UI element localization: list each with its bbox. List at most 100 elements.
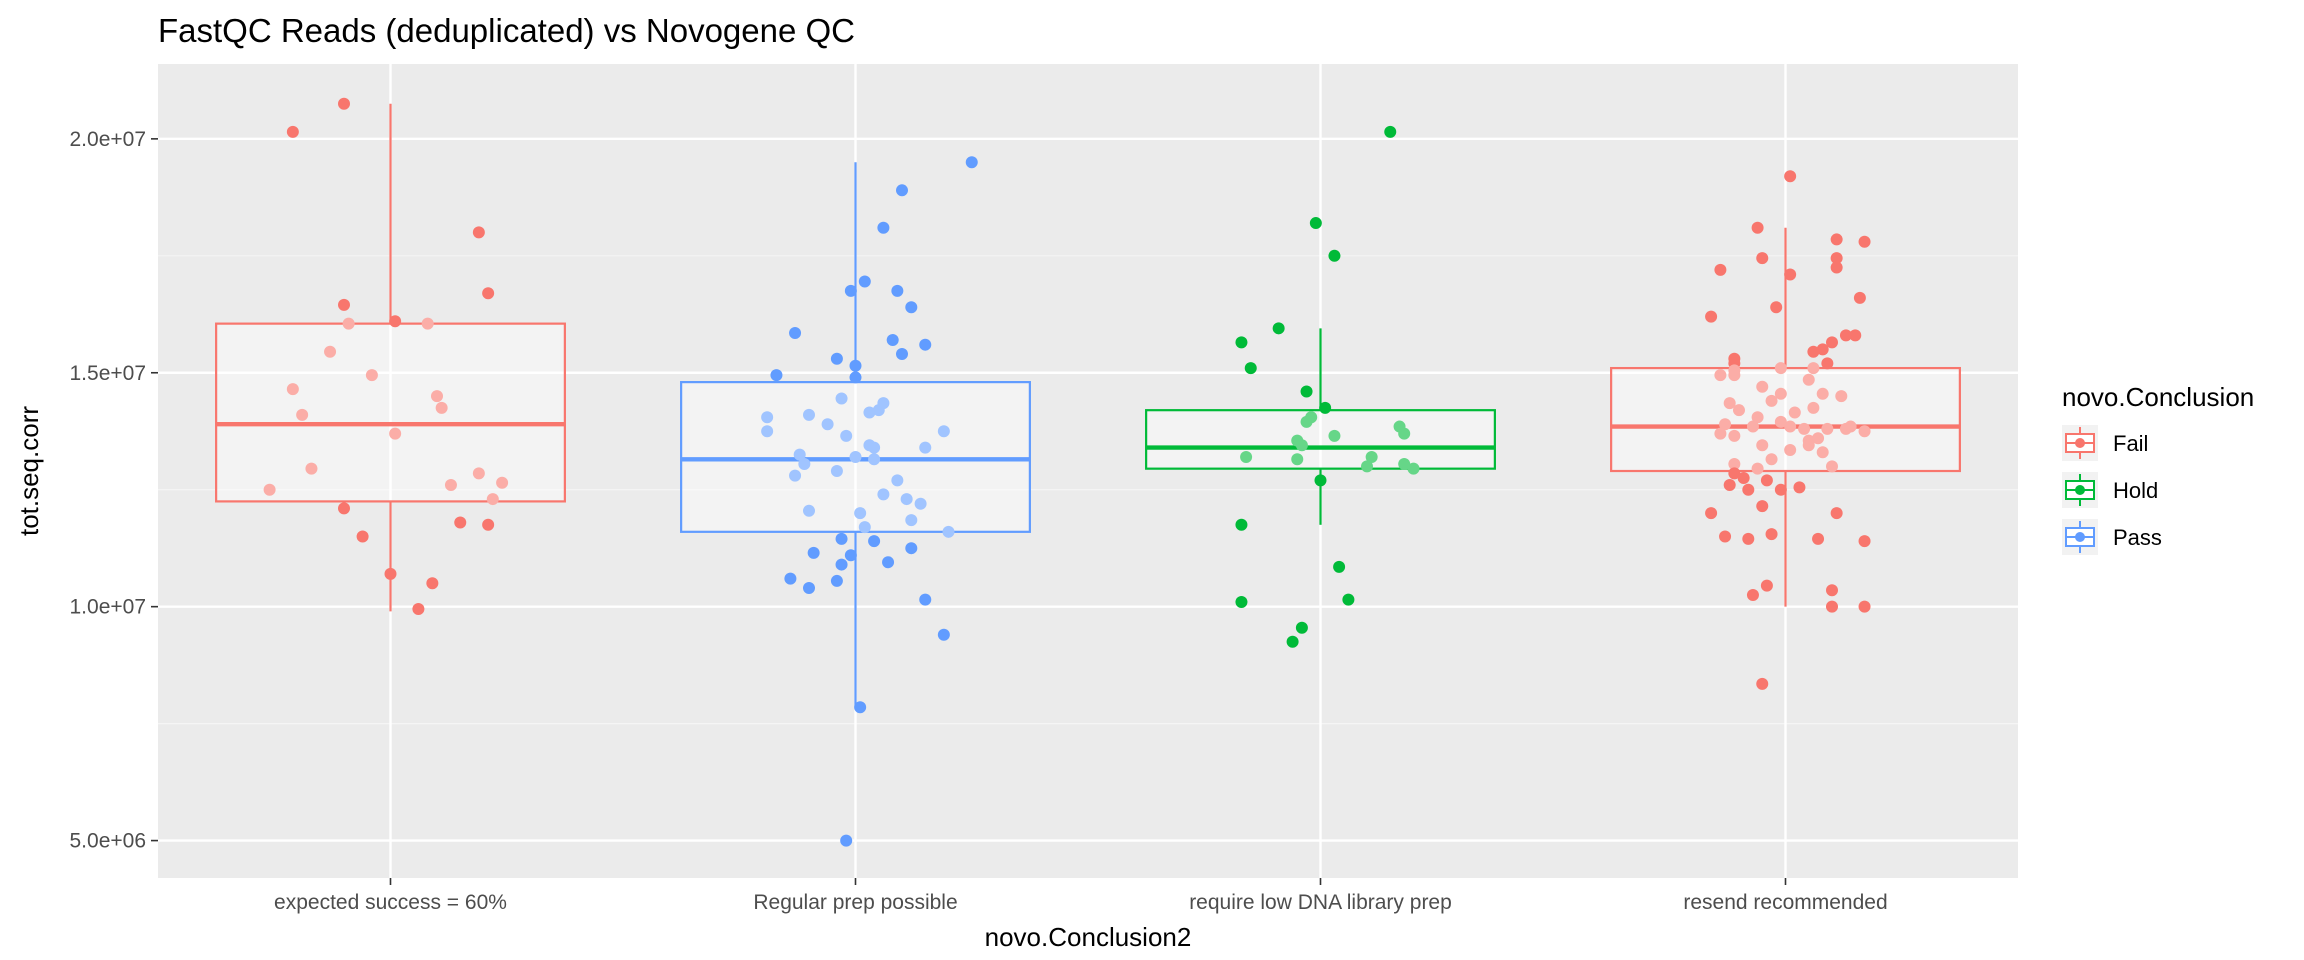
- data-point: [286, 125, 299, 138]
- data-point: [1830, 252, 1843, 265]
- box-iqr: [215, 322, 566, 503]
- data-point: [1835, 390, 1848, 403]
- data-point: [342, 317, 355, 330]
- data-point: [835, 558, 848, 571]
- data-point: [1756, 677, 1769, 690]
- data-point: [807, 546, 820, 559]
- data-point: [821, 418, 834, 431]
- x-tick-label: expected success = 60%: [274, 891, 507, 914]
- data-point: [919, 441, 932, 454]
- data-point: [919, 338, 932, 351]
- data-point: [1328, 429, 1341, 442]
- data-point: [868, 535, 881, 548]
- data-point: [1300, 415, 1313, 428]
- data-point: [1705, 507, 1718, 520]
- data-point: [1816, 446, 1829, 459]
- data-point: [830, 465, 843, 477]
- box-hold: [1145, 328, 1496, 525]
- data-point: [882, 556, 895, 569]
- data-point: [1858, 235, 1871, 248]
- data-point: [1826, 584, 1838, 597]
- legend-key-point: [2075, 438, 2085, 448]
- data-point: [486, 493, 499, 506]
- data-point: [1723, 479, 1736, 492]
- legend: novo.Conclusion Fail Hold Pass: [2062, 382, 2254, 555]
- data-point: [1746, 588, 1759, 601]
- data-point: [1756, 252, 1769, 265]
- data-point: [324, 345, 337, 358]
- data-point: [803, 504, 815, 517]
- data-point: [761, 411, 774, 424]
- data-point: [1328, 249, 1341, 262]
- y-axis: 5.0e+06 1.0e+07 1.5e+07 2.0e+07: [70, 128, 158, 853]
- data-point: [1826, 600, 1838, 613]
- legend-label: Pass: [2113, 525, 2162, 550]
- data-point: [844, 549, 857, 562]
- data-point: [793, 448, 806, 461]
- data-point: [937, 628, 950, 641]
- data-point: [431, 390, 443, 403]
- data-point: [1714, 369, 1727, 382]
- data-point: [1858, 600, 1871, 613]
- data-point: [1802, 373, 1815, 386]
- data-point: [854, 507, 867, 520]
- data-point: [1398, 457, 1411, 470]
- data-point: [849, 359, 862, 372]
- data-point: [1784, 170, 1797, 183]
- data-point: [789, 469, 802, 482]
- legend-item-hold: Hold: [2062, 472, 2158, 508]
- data-point: [1742, 532, 1755, 545]
- data-point: [858, 275, 871, 288]
- data-point: [1774, 362, 1787, 375]
- data-point: [942, 525, 955, 538]
- data-point: [1774, 483, 1787, 496]
- data-point: [1756, 439, 1769, 452]
- data-point: [1719, 530, 1732, 543]
- legend-title: novo.Conclusion: [2062, 382, 2254, 412]
- x-tick-label: Regular prep possible: [753, 891, 957, 914]
- data-point: [1774, 387, 1787, 400]
- data-point: [1830, 507, 1843, 520]
- data-point: [1240, 450, 1253, 463]
- data-point: [1816, 343, 1829, 356]
- legend-key-point: [2075, 532, 2085, 542]
- data-point: [1812, 532, 1825, 545]
- data-point: [803, 408, 815, 421]
- data-point: [1816, 387, 1829, 400]
- data-point: [1723, 397, 1736, 410]
- data-point: [770, 369, 783, 382]
- legend-item-fail: Fail: [2062, 425, 2148, 461]
- data-point: [830, 352, 843, 365]
- data-point: [877, 221, 890, 234]
- data-point: [835, 532, 848, 545]
- data-point: [830, 574, 843, 587]
- data-point: [840, 429, 853, 442]
- data-point: [1849, 329, 1862, 342]
- data-point: [365, 369, 378, 382]
- data-point: [356, 530, 369, 543]
- data-point: [919, 593, 932, 606]
- data-point: [1361, 460, 1373, 473]
- data-point: [1844, 420, 1857, 433]
- y-tick-label: 5.0e+06: [70, 830, 147, 853]
- data-point: [877, 488, 890, 501]
- data-point: [872, 404, 885, 417]
- data-point: [1314, 474, 1327, 487]
- data-point: [496, 476, 509, 489]
- data-point: [798, 457, 811, 470]
- data-point: [1793, 481, 1806, 494]
- data-point: [1235, 518, 1248, 531]
- data-point: [1728, 457, 1741, 470]
- data-point: [1719, 418, 1732, 431]
- data-point: [863, 406, 876, 419]
- data-point: [844, 284, 857, 297]
- data-point: [1319, 401, 1332, 414]
- data-point: [1291, 453, 1304, 466]
- data-point: [1272, 322, 1285, 335]
- data-point: [835, 392, 848, 405]
- data-point: [1830, 233, 1843, 246]
- data-point: [761, 425, 774, 438]
- data-point: [482, 518, 495, 531]
- data-point: [965, 156, 978, 169]
